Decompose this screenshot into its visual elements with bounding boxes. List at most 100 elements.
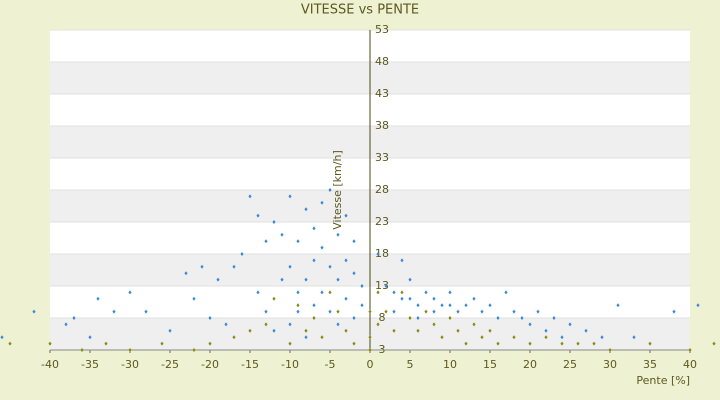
point — [336, 322, 340, 327]
point — [552, 316, 556, 320]
point — [400, 290, 404, 295]
point — [488, 328, 492, 333]
point — [192, 348, 196, 352]
point — [344, 258, 348, 263]
point — [472, 296, 476, 301]
point — [296, 239, 300, 244]
point — [688, 348, 692, 352]
point — [320, 335, 324, 340]
point — [224, 322, 228, 327]
point — [456, 309, 460, 314]
point — [392, 309, 396, 314]
point — [480, 335, 484, 340]
point — [368, 348, 372, 352]
x-tick-label: 0 — [367, 358, 374, 371]
y-tick-label: 43 — [375, 87, 389, 100]
point — [352, 239, 356, 244]
point — [344, 328, 348, 333]
point — [192, 296, 196, 301]
y-tick-label: 53 — [375, 23, 389, 36]
point — [384, 309, 388, 314]
point — [296, 309, 300, 314]
x-tick-label: 25 — [563, 358, 577, 371]
point — [616, 303, 620, 308]
point — [304, 277, 308, 282]
point — [280, 277, 284, 282]
point — [288, 264, 292, 269]
point — [432, 296, 436, 301]
point — [200, 264, 204, 269]
point — [264, 309, 268, 314]
point — [312, 258, 316, 263]
point — [344, 296, 348, 301]
point — [288, 341, 292, 346]
point — [592, 341, 596, 346]
point — [232, 335, 236, 340]
point — [248, 328, 252, 333]
point — [496, 341, 500, 346]
x-tick-label: -40 — [41, 358, 59, 371]
point — [432, 322, 436, 327]
x-tick-label: -10 — [281, 358, 299, 371]
point — [584, 328, 588, 333]
point — [464, 341, 468, 346]
point — [296, 303, 300, 308]
point — [320, 200, 324, 205]
point — [528, 322, 532, 327]
point — [344, 213, 348, 218]
point — [432, 309, 436, 314]
point — [0, 335, 4, 340]
point — [312, 303, 316, 308]
point — [296, 290, 300, 295]
point — [488, 303, 492, 308]
point — [448, 290, 452, 295]
y-tick-label: 13 — [375, 279, 389, 292]
point — [288, 322, 292, 327]
point — [424, 309, 428, 314]
point — [512, 309, 516, 314]
point — [376, 290, 380, 295]
x-tick-label: -5 — [325, 358, 336, 371]
point — [416, 316, 420, 320]
point — [184, 271, 188, 276]
point — [376, 322, 380, 327]
point — [608, 348, 612, 352]
point — [568, 322, 572, 327]
point — [288, 194, 292, 199]
point — [168, 328, 172, 333]
point — [544, 328, 548, 333]
point — [400, 258, 404, 263]
point — [536, 309, 540, 314]
point — [112, 309, 116, 314]
point — [256, 213, 260, 218]
point — [304, 328, 308, 333]
point — [336, 232, 340, 237]
chart-title: VITESSE vs PENTE — [301, 3, 419, 18]
point — [560, 341, 564, 346]
point — [408, 296, 412, 301]
x-tick-label: 15 — [483, 358, 497, 371]
point — [632, 335, 636, 340]
x-tick-label: 35 — [643, 358, 657, 371]
point — [544, 335, 548, 340]
y-tick-label: 8 — [379, 311, 386, 324]
point — [72, 316, 76, 320]
point — [64, 322, 68, 327]
point — [208, 341, 212, 346]
point — [528, 341, 532, 346]
point — [144, 309, 148, 314]
point — [712, 341, 716, 346]
point — [80, 348, 84, 352]
point — [392, 290, 396, 295]
point — [280, 232, 284, 237]
point — [272, 220, 276, 224]
point — [328, 290, 332, 295]
point — [48, 341, 52, 346]
point — [96, 296, 100, 301]
y-tick-label: 48 — [375, 55, 389, 68]
point — [456, 328, 460, 333]
point — [128, 290, 132, 295]
point — [352, 316, 356, 320]
point — [256, 290, 260, 295]
